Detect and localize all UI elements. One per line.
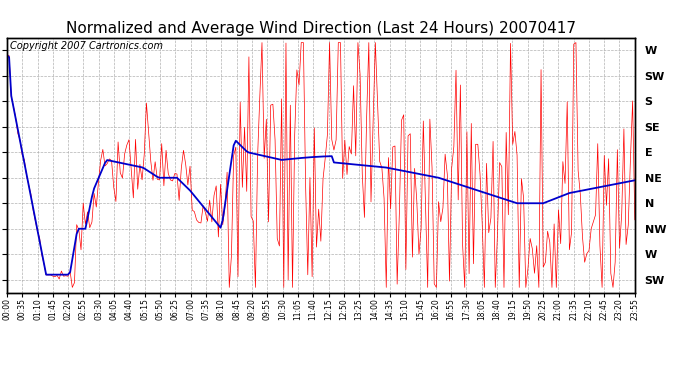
Title: Normalized and Average Wind Direction (Last 24 Hours) 20070417: Normalized and Average Wind Direction (L…: [66, 21, 576, 36]
Text: Copyright 2007 Cartronics.com: Copyright 2007 Cartronics.com: [10, 41, 163, 51]
